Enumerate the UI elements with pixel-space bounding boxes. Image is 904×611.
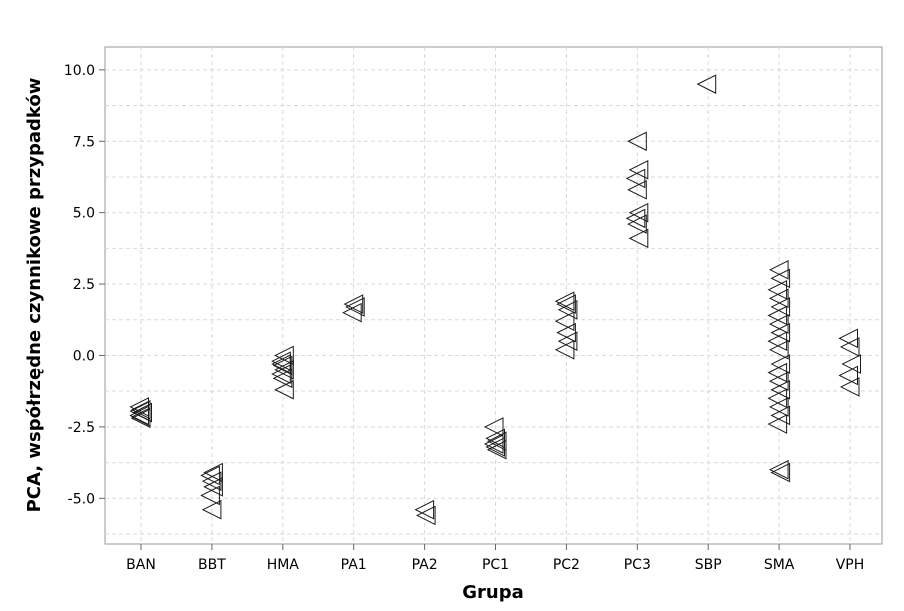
data-point [345,297,365,317]
x-tick-label: PA1 [341,557,367,573]
data-point [768,339,789,360]
plot-area [104,46,883,545]
data-point [203,477,223,497]
data-point [770,405,791,426]
x-tick-label: PA2 [412,557,438,573]
y-axis-label: PCA, współrzędne czynnikowe przypadków [24,78,45,513]
y-tick-label: 10.0 [64,63,95,79]
data-point [627,180,647,200]
x-tick-label: PC2 [553,557,580,573]
y-tick-label: 7.5 [73,134,95,150]
data-point [272,368,293,389]
data-point [274,379,294,400]
data-point [768,459,789,480]
data-point [770,268,791,289]
data-point [839,337,860,357]
data-point [770,322,791,343]
data-point [627,214,647,234]
data-point [556,294,576,314]
data-point [130,407,151,427]
data-point [415,505,436,526]
data-point [628,202,649,223]
data-point [625,208,646,229]
data-point [200,485,220,506]
y-tick-label: -2.5 [68,420,95,436]
y-tick-label: 5.0 [73,206,95,222]
x-tick-label: SMA [764,557,795,573]
x-axis-ticks: BAN BBT HMA PA1 PA2 PC1 PC2 PC3 SBP SMA VPH [126,544,864,573]
x-tick-label: VPH [836,557,865,573]
data-point [203,462,223,483]
data-point [342,302,362,323]
x-tick-label: PC1 [482,557,509,573]
data-point [201,499,222,520]
data-point [770,462,791,483]
data-point [841,354,861,374]
data-point [696,74,717,94]
data-point [557,299,578,320]
x-tick-label: BBT [198,557,226,573]
y-tick-label: -5.0 [68,491,95,507]
data-point [485,437,505,457]
data-point [200,465,220,486]
data-point [343,294,364,314]
data-point [271,364,291,384]
data-point [767,414,788,434]
data-point [554,291,575,312]
x-tick-label: BAN [126,557,156,573]
data-point [483,417,504,437]
data-point [628,228,649,249]
y-tick-label: 2.5 [73,277,95,293]
data-points [129,74,861,526]
data-point [770,379,791,400]
data-point [274,359,294,380]
data-point [625,168,646,189]
data-point [838,365,858,386]
data-point [483,434,504,454]
x-axis-label: Grupa [462,582,524,603]
data-point [839,377,860,397]
data-point [770,354,791,374]
grid [105,47,882,544]
data-point [554,339,575,360]
x-tick-label: HMA [267,557,300,573]
data-point [201,471,222,491]
data-point [272,355,293,376]
data-point [627,131,647,152]
data-point [554,311,575,332]
data-point [770,297,791,317]
x-tick-label: PC3 [624,557,651,573]
data-point [486,439,507,460]
data-point [628,160,649,180]
y-tick-label: 0.0 [73,348,95,364]
data-point [129,401,149,421]
data-point [414,499,435,520]
x-tick-label: SBP [695,557,722,573]
data-point [271,354,291,374]
y-axis-ticks: -5.0 -2.5 0.0 2.5 5.0 7.5 10.0 [64,63,105,507]
data-point [557,331,578,352]
